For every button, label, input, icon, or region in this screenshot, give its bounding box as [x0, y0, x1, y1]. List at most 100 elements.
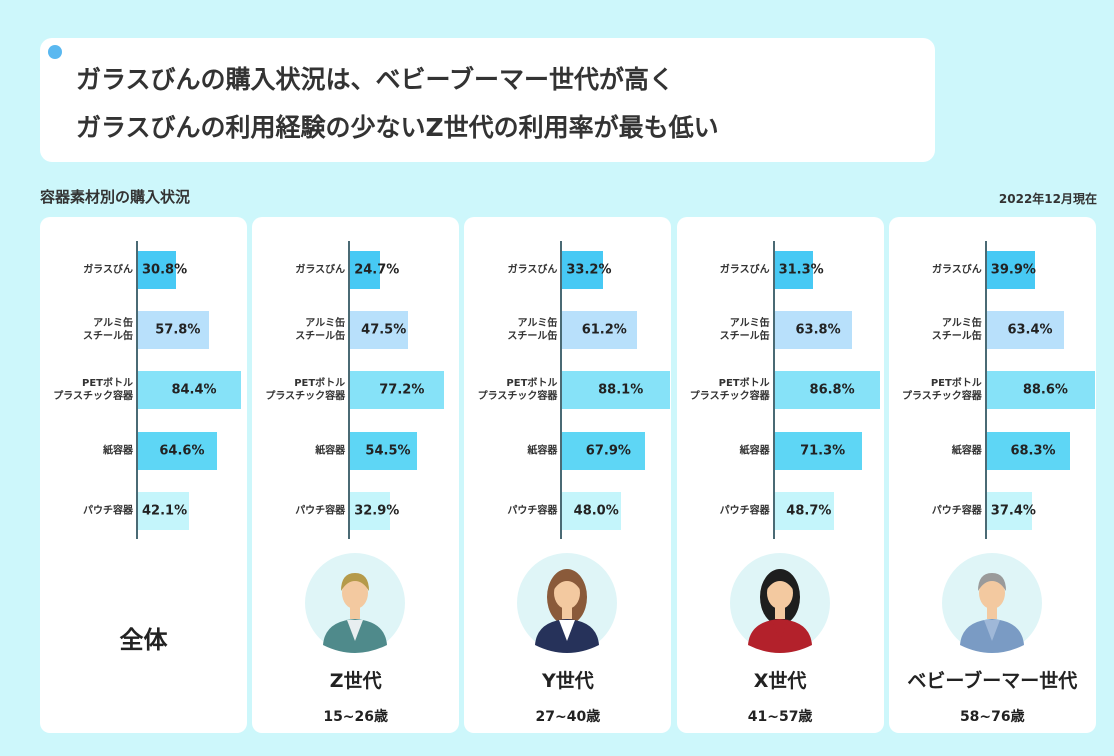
bar [562, 432, 646, 470]
category-label: アルミ缶 スチール缶 [295, 318, 346, 342]
category-label: PETボトル プラスチック容器 [689, 378, 770, 402]
bar [562, 371, 670, 409]
category-label: パウチ容器 [295, 505, 346, 517]
group-age: 41~57歳 [747, 709, 813, 725]
panel: ガラスびん 24.7% アルミ缶 スチール缶 47.5% PETボトル プラスチック容器… [252, 217, 460, 733]
category-label: アルミ缶 スチール缶 [83, 318, 133, 342]
avatar [517, 553, 618, 653]
axis-line [348, 241, 351, 539]
axis-line [136, 241, 138, 539]
category-label: アルミ缶 スチール缶 [719, 318, 770, 342]
category-label: PETボトル プラスチック容器 [265, 378, 346, 402]
bar [562, 311, 638, 349]
axis-line [772, 241, 775, 539]
avatar [305, 553, 406, 653]
decor-dot [48, 45, 62, 59]
bar [562, 251, 603, 289]
date: 2022年12月現在 [998, 192, 1097, 206]
category-label: 紙容器 [951, 445, 982, 457]
bar [350, 432, 417, 470]
bar [350, 311, 409, 349]
value-label: 33.2% [566, 262, 612, 278]
group-title: 全体 [119, 626, 168, 654]
bar [986, 251, 1036, 289]
panel: ガラスびん 39.9% アルミ缶 スチール缶 63.4% PETボトル プラスチック容器… [888, 217, 1096, 733]
bar [138, 311, 209, 349]
value-label: 77.2% [379, 382, 425, 398]
title: ガラスびんの購入状況は、ベビーブーマー世代が高く ガラスびんの利用経験の少ないZ… [76, 65, 719, 142]
value-label: 39.9% [990, 262, 1036, 278]
value-label: 88.1% [598, 382, 644, 398]
value-label: 54.5% [365, 443, 411, 459]
value-label: 42.1% [142, 503, 188, 519]
value-label: 61.2% [581, 322, 627, 338]
category-label: ガラスびん [931, 264, 982, 276]
bar [986, 311, 1065, 349]
value-label: 71.3% [800, 443, 846, 459]
value-label: 86.8% [809, 382, 855, 398]
axis-line [560, 241, 563, 539]
value-label: 84.4% [171, 382, 217, 398]
category-label: アルミ缶 スチール缶 [507, 318, 558, 342]
group-title: ベビーブーマー世代 [907, 670, 1078, 692]
bar [138, 251, 176, 289]
avatar [941, 553, 1042, 653]
group-age: 15~26歳 [323, 709, 389, 725]
group-title: Y世代 [542, 670, 594, 692]
category-label: 紙容器 [527, 445, 558, 457]
value-label: 67.9% [585, 443, 631, 459]
value-label: 48.7% [786, 503, 832, 519]
category-label: 紙容器 [315, 445, 346, 457]
value-label: 31.3% [778, 262, 824, 278]
bar [138, 492, 190, 530]
bar [138, 432, 217, 470]
category-label: パウチ容器 [83, 505, 133, 517]
category-label: パウチ容器 [507, 505, 558, 517]
panel: ガラスびん 33.2% アルミ缶 スチール缶 61.2% PETボトル プラスチック容器… [464, 217, 672, 733]
axis-line [984, 241, 987, 539]
value-label: 47.5% [361, 322, 407, 338]
bar [350, 492, 391, 530]
category-label: 紙容器 [739, 445, 770, 457]
avatar [729, 553, 830, 653]
value-label: 68.3% [1010, 443, 1056, 459]
value-label: 63.8% [795, 322, 841, 338]
bar [986, 371, 1095, 409]
category-label: 紙容器 [103, 445, 133, 457]
value-label: 64.6% [159, 443, 205, 459]
bar [986, 492, 1033, 530]
group-title: X世代 [753, 670, 807, 692]
bar [350, 371, 445, 409]
value-label: 30.8% [142, 262, 188, 278]
bar [350, 251, 381, 289]
category-label: ガラスびん [83, 264, 133, 276]
category-label: PETボトル プラスチック容器 [901, 378, 982, 402]
category-label: ガラスびん [719, 264, 770, 276]
value-label: 48.0% [573, 503, 619, 519]
value-label: 24.7% [354, 262, 400, 278]
bar [562, 492, 621, 530]
value-label: 57.8% [155, 322, 201, 338]
bar [774, 251, 813, 289]
bar [774, 311, 853, 349]
group-age: 27~40歳 [535, 709, 601, 725]
subtitle: 容器素材別の購入状況 [40, 188, 191, 206]
panel: ガラスびん 31.3% アルミ缶 スチール缶 63.8% PETボトル プラスチック容器… [676, 217, 884, 733]
value-label: 32.9% [354, 503, 400, 519]
group-title: Z世代 [329, 670, 382, 692]
group-age: 58~76歳 [959, 709, 1025, 725]
category-label: PETボトル プラスチック容器 [477, 378, 558, 402]
bar [774, 492, 834, 530]
category-label: パウチ容器 [719, 505, 770, 517]
bar [986, 432, 1071, 470]
panel: ガラスびん 30.8% アルミ缶 スチール缶 57.8% PETボトル プラスチック容器… [40, 217, 247, 733]
value-label: 88.6% [1022, 382, 1068, 398]
bar [774, 432, 862, 470]
category-label: PETボトル プラスチック容器 [53, 378, 133, 402]
category-label: アルミ缶 スチール缶 [931, 318, 982, 342]
bar [774, 371, 881, 409]
title-box [40, 38, 935, 162]
value-label: 37.4% [990, 503, 1036, 519]
value-label: 63.4% [1007, 322, 1053, 338]
